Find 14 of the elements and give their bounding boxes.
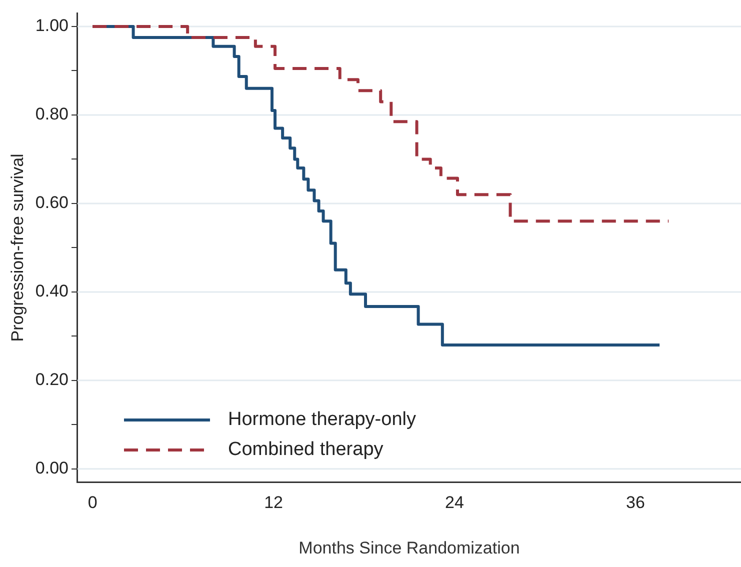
- y-tick-label: 0.60: [35, 193, 68, 212]
- x-tick-label: 36: [626, 493, 645, 512]
- x-tick-label: 24: [445, 493, 464, 512]
- x-tick-label: 12: [264, 493, 283, 512]
- legend-label: Hormone therapy-only: [228, 409, 416, 431]
- x-tick-label: 0: [88, 493, 98, 512]
- y-axis-title: Progression-free survival: [8, 154, 27, 342]
- y-tick-label: 1.00: [35, 16, 68, 36]
- y-tick-label: 0.80: [35, 104, 68, 124]
- y-tick-label: 0.00: [35, 458, 68, 478]
- legend-label: Combined therapy: [228, 439, 384, 461]
- y-tick-label: 0.20: [35, 370, 68, 390]
- x-axis-title: Months Since Randomization: [298, 538, 520, 558]
- y-tick-label: 0.40: [35, 282, 68, 301]
